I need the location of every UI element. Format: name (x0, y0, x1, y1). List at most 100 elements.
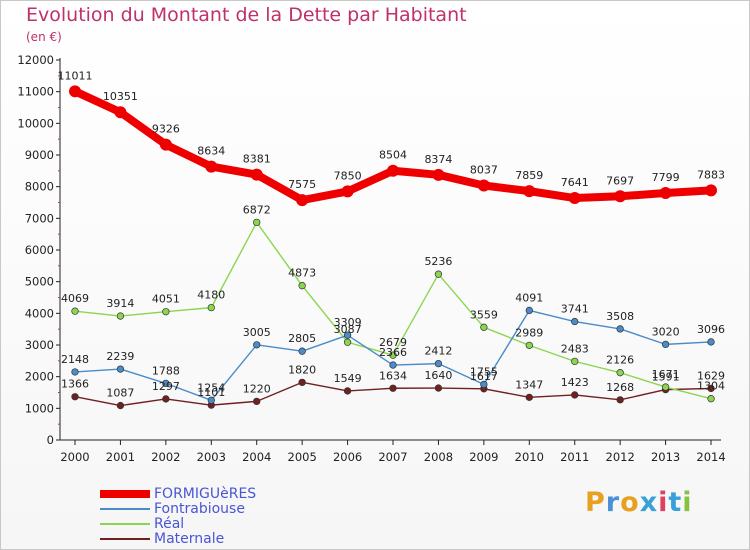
data-label: 2412 (424, 345, 452, 358)
data-point (389, 351, 397, 359)
data-label: 3096 (697, 323, 725, 336)
logo-letter: P (585, 487, 606, 518)
data-label: 6872 (243, 203, 271, 216)
data-label: 1347 (515, 378, 543, 391)
data-label: 1087 (106, 387, 134, 400)
data-point (341, 185, 354, 198)
data-point (571, 357, 579, 366)
data-label: 8037 (470, 163, 498, 176)
data-label: 3087 (334, 323, 362, 336)
logo-letter: i (658, 487, 669, 518)
data-point (661, 340, 670, 349)
y-tick-label: 9000 (25, 148, 54, 162)
data-point (343, 387, 352, 395)
data-label: 2366 (379, 346, 407, 359)
x-tick-label: 2006 (333, 450, 362, 464)
x-tick-label: 2005 (288, 450, 317, 464)
data-label: 8504 (379, 149, 407, 162)
data-label: 7575 (288, 178, 316, 191)
x-tick-label: 2014 (696, 450, 725, 464)
data-point (525, 393, 533, 401)
legend-label: Réal (154, 516, 185, 532)
data-label: 3020 (652, 325, 680, 338)
data-label: 3508 (606, 310, 634, 323)
data-point (707, 384, 715, 393)
chart-subtitle: (en €) (26, 30, 62, 44)
data-label: 1591 (652, 371, 680, 384)
data-point (659, 187, 672, 200)
x-tick-label: 2012 (606, 450, 635, 464)
proxiti-logo: Proxiti (585, 487, 693, 518)
data-point (253, 218, 261, 227)
data-label: 7799 (652, 171, 680, 184)
data-point (705, 184, 718, 197)
data-point (661, 383, 670, 391)
data-label: 3309 (334, 316, 362, 329)
data-label: 5236 (424, 255, 452, 268)
y-tick-label: 1000 (25, 401, 54, 415)
data-label: 1671 (652, 368, 680, 381)
y-tick-label: 7000 (25, 211, 54, 225)
data-label: 3741 (561, 303, 589, 316)
data-point (116, 365, 125, 373)
legend-label: Maternale (154, 531, 225, 547)
data-point (114, 106, 127, 119)
chart-series (69, 85, 718, 410)
y-tick-label: 8000 (25, 180, 54, 194)
data-point (162, 308, 170, 316)
data-label: 8634 (197, 145, 225, 158)
chart-axes: 0 1000 2000 3000 4000 5000 6000 7000 8000 9000 100… (17, 53, 725, 464)
data-point (69, 85, 81, 98)
data-point (116, 401, 125, 410)
data-point (253, 397, 261, 406)
data-label: 4051 (152, 293, 180, 306)
data-label: 1268 (606, 381, 634, 394)
data-label: 1617 (470, 370, 498, 383)
data-label: 10351 (103, 90, 138, 103)
y-tick-label: 6000 (25, 243, 54, 257)
data-label: 1101 (197, 386, 225, 399)
logo-letter: i (682, 487, 693, 518)
x-tick-label: 2013 (651, 450, 680, 464)
data-label: 1755 (470, 365, 498, 378)
data-point (480, 323, 488, 331)
data-point (207, 303, 215, 312)
data-point (207, 396, 215, 404)
data-label: 8381 (243, 153, 271, 166)
data-point (571, 317, 579, 326)
data-point (162, 395, 170, 403)
data-label: 1629 (697, 369, 725, 382)
data-label: 2483 (561, 342, 589, 355)
y-tick-label: 3000 (25, 338, 54, 352)
legend-label: Fontrabiouse (154, 501, 245, 517)
chart-title: Evolution du Montant de la Dette par Hab… (26, 4, 467, 26)
y-tick-label: 2000 (25, 370, 54, 384)
data-label: 4091 (515, 291, 543, 304)
data-point (253, 341, 261, 349)
data-point (296, 194, 309, 207)
data-label: 1634 (379, 369, 407, 382)
logo-letter: o (620, 487, 640, 518)
data-label: 8374 (424, 153, 452, 166)
data-point (116, 312, 125, 320)
data-label: 1640 (424, 369, 452, 382)
x-tick-label: 2010 (515, 450, 544, 464)
data-point (568, 192, 581, 205)
data-label: 3005 (243, 326, 271, 339)
data-point (71, 307, 79, 315)
x-tick-label: 2002 (151, 450, 180, 464)
data-point (389, 361, 397, 369)
data-label: 2126 (606, 354, 634, 367)
y-tick-label: 5000 (25, 275, 54, 289)
data-label: 11011 (58, 69, 93, 82)
data-point (298, 347, 306, 355)
data-point (525, 306, 533, 315)
x-tick-label: 2007 (378, 450, 407, 464)
y-tick-label: 0 (47, 433, 54, 447)
data-point (343, 338, 352, 346)
legend-swatch (100, 538, 150, 540)
y-tick-label: 10000 (17, 116, 54, 130)
x-tick-label: 2001 (106, 450, 135, 464)
y-tick-label: 12000 (17, 53, 54, 67)
